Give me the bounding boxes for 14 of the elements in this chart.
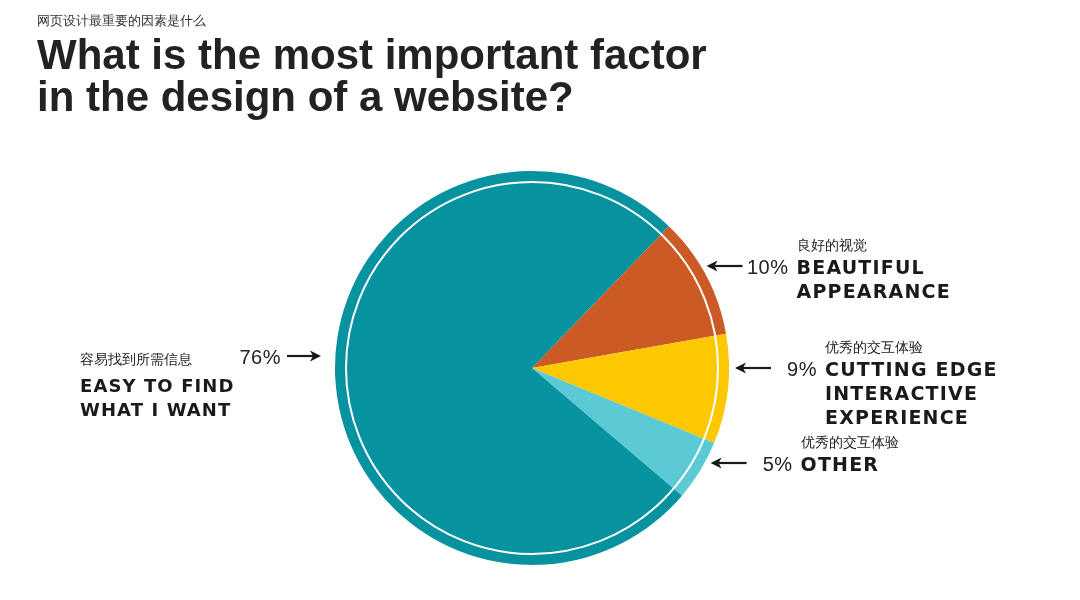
slice-label: 良好的视觉 BEAUTIFUL APPEARANCE — [796, 237, 951, 302]
data-label: 9% — [787, 358, 817, 380]
data-label: 76% — [239, 346, 281, 368]
chart-title: What is the most important factor in the design of a website? — [37, 31, 707, 120]
data-label: 10% — [747, 256, 789, 278]
pie-slice — [532, 226, 727, 368]
text: 网页设计最重要的因素是什么 — [37, 13, 206, 28]
category-label: 容易找到所需信息 EASY TO FIND WHAT I WANT — [80, 351, 235, 420]
slice-label: 优秀的交互体验 OTHER — [800, 434, 899, 475]
data-label: 5% — [762, 453, 793, 475]
slice-label: 优秀的交互体验 CUTTING EDGE INTERACTIVE EXPERIENCE — [825, 339, 998, 428]
pie-slice — [532, 368, 715, 496]
pie-slice — [335, 171, 683, 565]
pie-slice — [532, 333, 729, 444]
